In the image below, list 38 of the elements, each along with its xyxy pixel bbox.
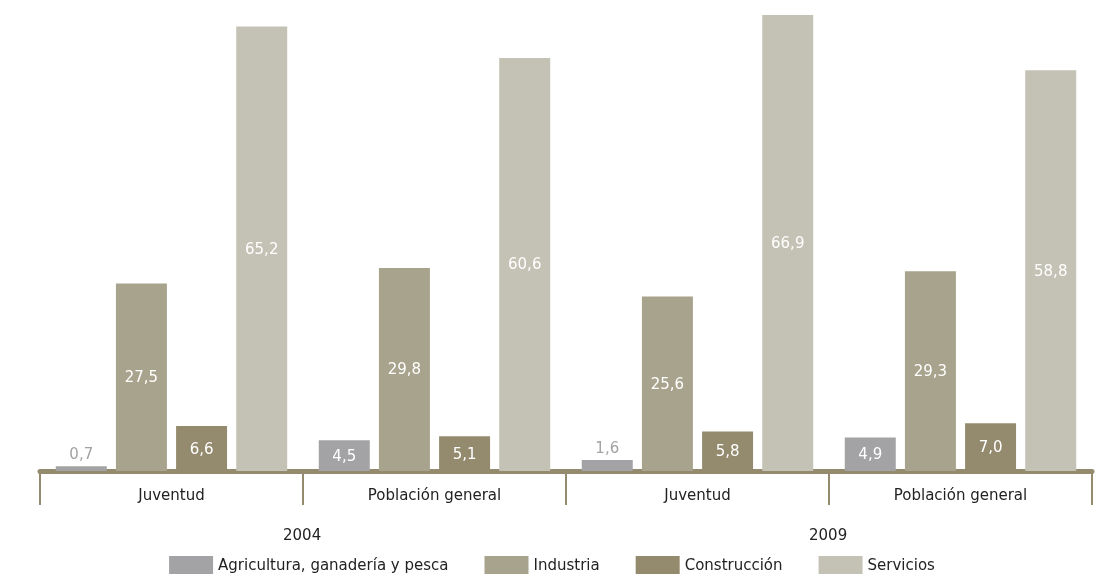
- data-label: 5,8: [715, 442, 740, 461]
- legend-label: Construcción: [684, 556, 783, 574]
- x-tick-label: Juventud: [663, 485, 731, 504]
- data-label: 1,6: [595, 438, 620, 457]
- data-label: 60,6: [508, 255, 542, 274]
- bar: [641, 296, 693, 471]
- bar: [318, 440, 370, 471]
- x-tick-label: Población general: [367, 485, 502, 504]
- bar: [904, 271, 956, 471]
- x-tick-label: Juventud: [137, 485, 205, 504]
- data-label: 7,0: [978, 438, 1003, 457]
- data-label: 58,8: [1034, 261, 1068, 280]
- data-label: 4,9: [858, 445, 883, 464]
- bar: [762, 15, 814, 471]
- data-label: 29,3: [913, 362, 948, 381]
- bar: [378, 267, 430, 471]
- data-label: 5,1: [452, 444, 477, 463]
- bar: [1025, 70, 1077, 471]
- x-tick-label: Población general: [893, 485, 1028, 504]
- data-label: 0,7: [69, 444, 94, 463]
- data-label: 66,9: [771, 234, 805, 252]
- legend-label: Servicios: [867, 556, 936, 574]
- bar: [581, 460, 633, 471]
- bar: [844, 437, 896, 471]
- text: 2009: [809, 525, 848, 544]
- data-label: 29,8: [387, 360, 422, 379]
- data-label: 25,6: [650, 374, 685, 393]
- text: 2004: [283, 525, 322, 544]
- data-label: 27,5: [124, 368, 159, 387]
- bar: [499, 57, 551, 471]
- data-label: 4,5: [332, 446, 357, 465]
- legend-label: Agricultura, ganadería y pesca: [218, 556, 449, 574]
- data-label: 6,6: [189, 439, 214, 458]
- bar: [236, 26, 288, 471]
- legend-label: Industria: [533, 556, 600, 574]
- bar: [115, 283, 167, 471]
- bar: [55, 466, 107, 471]
- data-label: 65,2: [245, 239, 279, 258]
